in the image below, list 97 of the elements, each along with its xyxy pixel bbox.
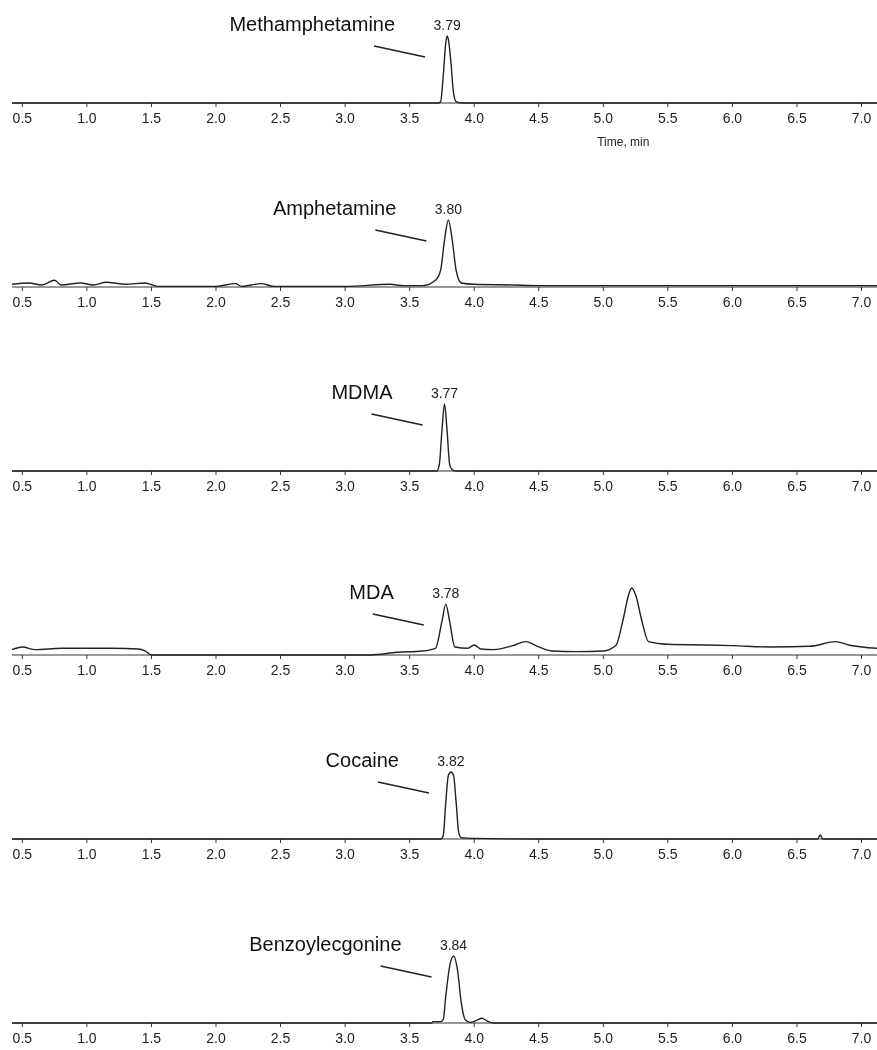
x-tick-label: 1.0	[77, 1030, 97, 1046]
x-tick-label: 5.5	[658, 478, 678, 494]
x-tick-label: 4.5	[529, 662, 549, 678]
x-tick-label: 6.0	[722, 662, 743, 678]
x-tick-label: 1.0	[77, 294, 97, 310]
x-tick-label: 4.0	[464, 294, 485, 310]
x-tick-label: 1.5	[141, 294, 162, 310]
annotation: 3.80	[434, 201, 463, 217]
text: Benzoylecgonine	[249, 933, 402, 955]
x-tick-label: 5.0	[593, 478, 614, 494]
x-tick-label: 3.0	[335, 478, 356, 494]
x-tick-label: 2.5	[270, 846, 291, 862]
x-tick-label: 4.0	[464, 478, 485, 494]
x-tick-label: 5.5	[658, 846, 678, 862]
x-tick-label: 7.0	[851, 662, 872, 678]
text: Amphetamine	[272, 197, 397, 219]
x-tick-label: 5.0	[593, 294, 614, 310]
x-tick-label: 6.0	[722, 294, 743, 310]
x-tick-label: 2.5	[270, 110, 291, 126]
x-tick-label: 4.0	[464, 1030, 485, 1046]
x-tick-label: 2.5	[270, 1030, 291, 1046]
x-tick-label: 3.5	[399, 478, 420, 494]
x-tick-label: 4.0	[464, 662, 485, 678]
x-tick-label: 2.0	[206, 1030, 226, 1046]
x-tick-label: 5.0	[593, 662, 614, 678]
x-tick-label: 5.0	[593, 1030, 614, 1046]
x-tick-label: 4.5	[529, 294, 549, 310]
x-tick-label: 4.5	[529, 1030, 549, 1046]
x-tick-label: 0.5	[12, 478, 33, 494]
x-tick-label: 6.5	[787, 662, 807, 678]
annotation: MDA	[349, 581, 395, 604]
x-tick-label: 2.0	[206, 110, 226, 126]
x-tick-label: 1.0	[77, 110, 97, 126]
x-tick-label: 0.5	[12, 110, 33, 126]
x-tick-label: 0.5	[12, 846, 33, 862]
x-tick-label: 3.0	[335, 110, 356, 126]
x-tick-label: 7.0	[851, 846, 872, 862]
annotation: 3.82	[437, 753, 465, 769]
x-tick-label: 5.5	[658, 294, 678, 310]
annotation: 3.84	[439, 937, 468, 953]
x-tick-label: 1.5	[141, 110, 162, 126]
x-tick-label: 5.0	[593, 846, 614, 862]
x-tick-label: 6.5	[787, 846, 807, 862]
x-tick-label: 3.0	[335, 1030, 356, 1046]
x-tick-label: 4.0	[464, 110, 485, 126]
x-tick-label: 6.0	[722, 478, 743, 494]
x-tick-label: 0.5	[12, 294, 33, 310]
x-tick-label: 7.0	[851, 478, 872, 494]
annotation: 3.78	[432, 585, 460, 602]
text: MDMA	[331, 381, 394, 403]
x-tick-label: 0.5	[12, 662, 33, 678]
x-tick-label: 2.0	[206, 846, 226, 862]
x-tick-label: 1.5	[141, 478, 162, 494]
x-tick-label: 1.0	[77, 846, 97, 862]
x-tick-label: 2.5	[270, 294, 291, 310]
annotation: 3.77	[430, 385, 459, 401]
x-tick-label: 4.5	[529, 846, 549, 862]
x-tick-label: 2.0	[206, 294, 226, 310]
x-tick-label: 6.5	[787, 110, 807, 126]
x-tick-label: 6.0	[722, 846, 743, 862]
x-tick-label: 3.5	[399, 294, 420, 310]
text: Methamphetamine	[229, 13, 396, 35]
x-tick-label: 1.5	[141, 846, 162, 862]
x-tick-label: 2.5	[270, 662, 291, 678]
x-tick-label: 1.0	[77, 478, 97, 494]
x-tick-label: 2.5	[270, 478, 291, 494]
x-tick-label: 5.0	[593, 110, 614, 126]
x-tick-label: 4.0	[464, 846, 485, 862]
x-tick-label: 6.5	[787, 294, 807, 310]
x-tick-label: 6.5	[787, 1030, 807, 1046]
x-tick-label: 3.0	[335, 662, 356, 678]
x-tick-label: 6.0	[722, 110, 743, 126]
x-tick-label: 5.5	[658, 1030, 678, 1046]
x-tick-label: 4.5	[529, 110, 549, 126]
x-tick-label: 5.5	[658, 662, 678, 678]
x-tick-label: 3.0	[335, 294, 356, 310]
x-tick-label: 3.5	[399, 846, 420, 862]
x-tick-label: 3.5	[399, 662, 420, 678]
x-tick-label: 1.0	[77, 662, 97, 678]
x-tick-label: 0.5	[12, 1030, 33, 1046]
x-tick-label: 1.5	[141, 1030, 162, 1046]
x-tick-label: 2.0	[206, 478, 226, 494]
x-tick-label: 7.0	[851, 110, 872, 126]
x-tick-label: 4.5	[529, 478, 549, 494]
x-tick-label: 6.0	[722, 1030, 743, 1046]
x-tick-label: 3.5	[399, 1030, 420, 1046]
x-tick-label: 2.0	[206, 662, 226, 678]
x-tick-label: 6.5	[787, 478, 807, 494]
x-tick-label: 1.5	[141, 662, 162, 678]
x-tick-label: 3.0	[335, 846, 356, 862]
x-tick-label: 7.0	[851, 294, 872, 310]
x-tick-label: 7.0	[851, 1030, 872, 1046]
x-axis-title: Time, min	[597, 135, 650, 149]
annotation: 3.79	[433, 17, 461, 33]
text: Cocaine	[325, 749, 399, 771]
x-tick-label: 3.5	[399, 110, 420, 126]
x-tick-label: 5.5	[658, 110, 678, 126]
